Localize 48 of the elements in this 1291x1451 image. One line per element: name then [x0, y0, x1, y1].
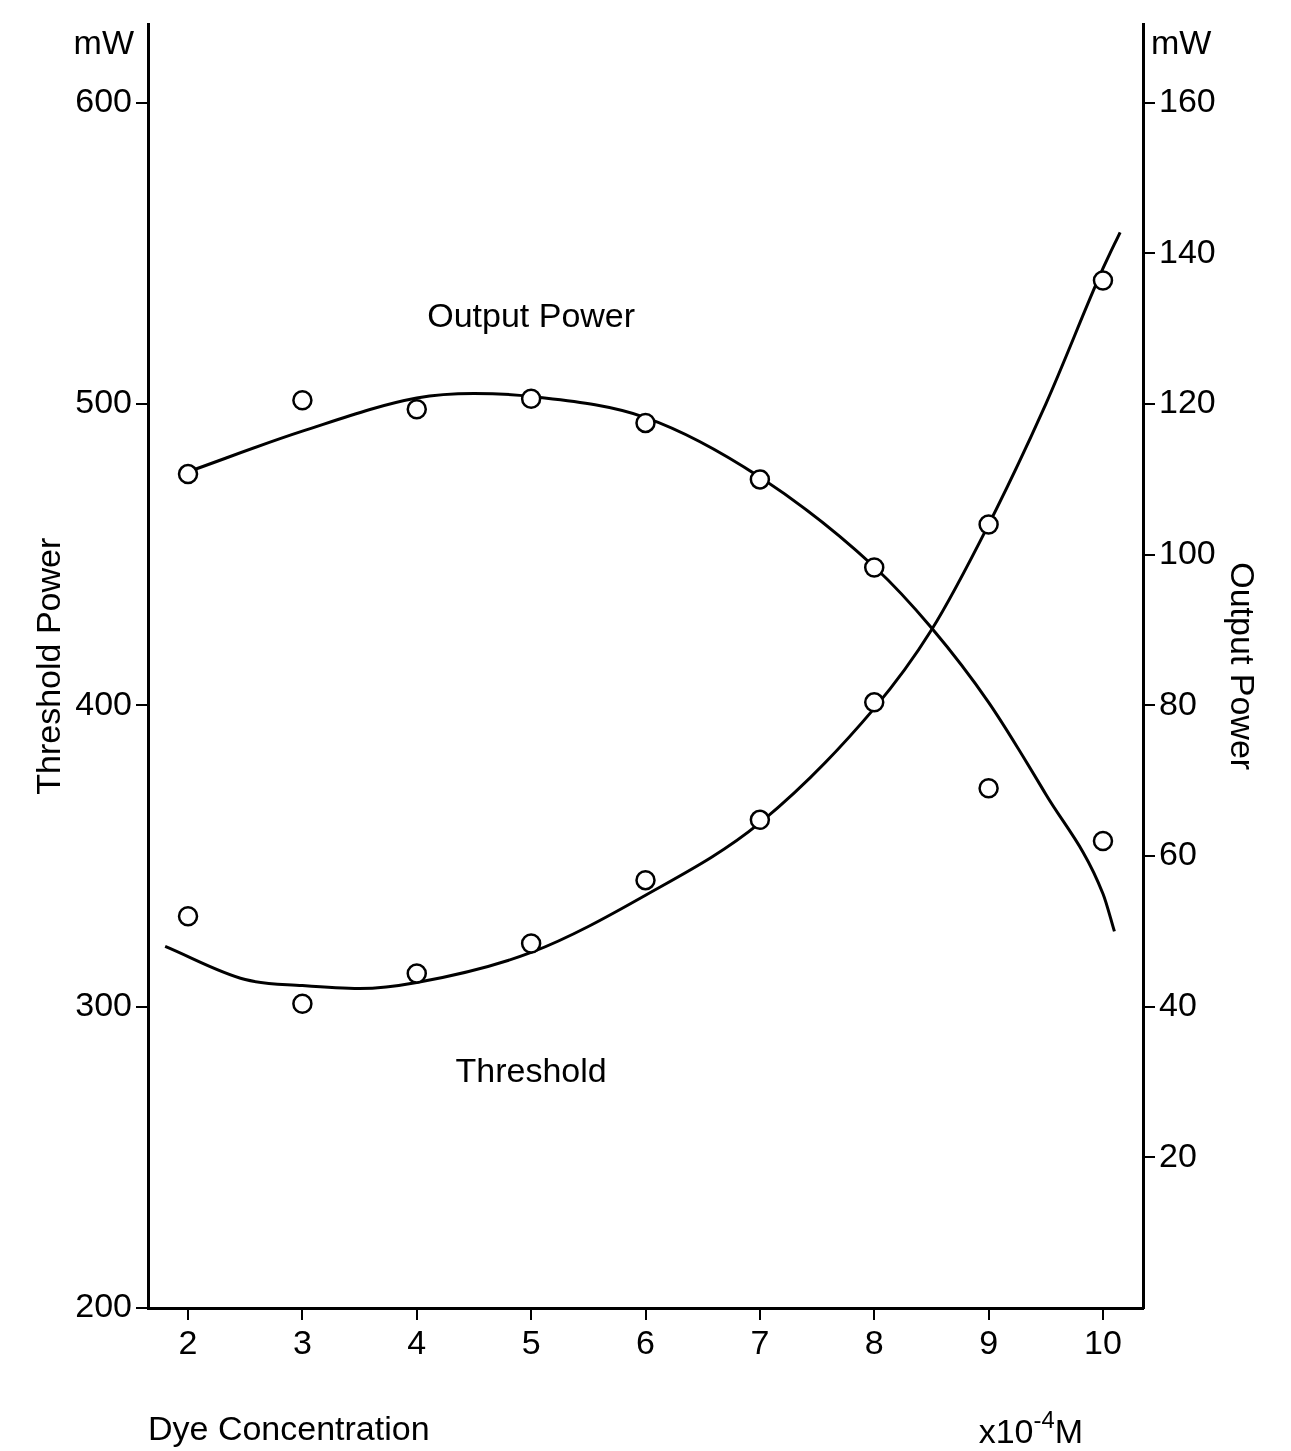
y-tick-label: 600 — [75, 81, 132, 120]
x-tick-label: 3 — [292, 1322, 312, 1361]
point — [978, 514, 999, 535]
y-tick-label: 500 — [75, 382, 132, 421]
point — [520, 388, 542, 410]
line-series — [163, 230, 1122, 991]
y2-tick-label: 60 — [1159, 834, 1197, 873]
y2-tick-label: 160 — [1159, 81, 1216, 120]
point — [406, 399, 428, 420]
point — [749, 809, 771, 831]
x-tick-label: 8 — [864, 1322, 884, 1361]
point — [635, 869, 656, 891]
point — [1092, 270, 1114, 291]
point — [978, 777, 999, 799]
x-tick-label: 7 — [750, 1322, 770, 1361]
x-tick-label: 2 — [178, 1322, 198, 1361]
y-tick-label: 400 — [75, 683, 132, 722]
point — [177, 463, 199, 485]
y-axis-title: Threshold Power — [28, 537, 67, 795]
x-tick-label: 6 — [636, 1322, 655, 1361]
y2-tick-label: 120 — [1159, 382, 1216, 421]
point — [635, 412, 656, 434]
y2-tick-label: 80 — [1159, 683, 1197, 722]
point — [863, 692, 885, 713]
text: mW — [73, 23, 135, 62]
x-axis-title: Dye Concentration — [148, 1408, 430, 1447]
y-tick-label: 200 — [75, 1286, 132, 1325]
y2-axis-title: Output Power — [1224, 562, 1263, 771]
text: mW — [1151, 23, 1212, 62]
y2-tick-label: 100 — [1159, 533, 1216, 572]
x-tick-label: 9 — [979, 1322, 999, 1361]
point — [177, 906, 199, 927]
y2-tick-label: 140 — [1159, 231, 1216, 270]
y2-tick-label: 20 — [1159, 1135, 1197, 1174]
point — [292, 390, 313, 411]
x-tick-label: 4 — [407, 1322, 427, 1361]
x-tick-label: 5 — [521, 1322, 541, 1361]
point — [520, 933, 542, 954]
point — [1092, 830, 1114, 852]
x-tick-label: 10 — [1084, 1322, 1122, 1361]
series-label: Output Power — [427, 295, 636, 334]
point — [292, 993, 313, 1014]
text: Threshold — [455, 1051, 607, 1090]
y-tick-label: 300 — [75, 985, 132, 1024]
point — [749, 469, 771, 490]
y2-tick-label: 40 — [1159, 985, 1197, 1024]
point — [406, 963, 428, 984]
point — [863, 557, 885, 578]
